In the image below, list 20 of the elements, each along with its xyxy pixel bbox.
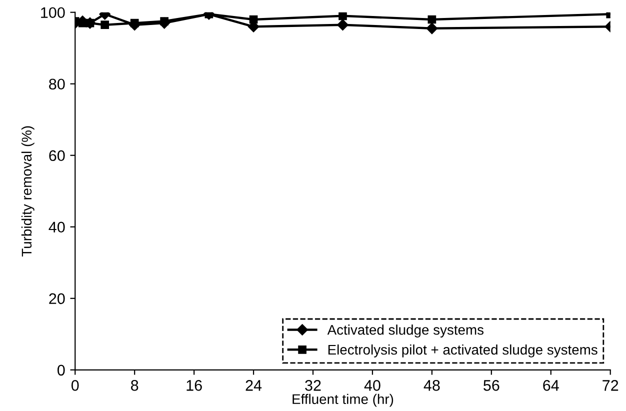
x-tick-label: 48 (424, 380, 440, 391)
legend-label: Activated sludge systems (327, 324, 484, 338)
y-tick-label: 80 (49, 78, 65, 90)
x-tick-label: 32 (305, 380, 321, 391)
x-tick-label: 64 (543, 380, 559, 391)
x-tick-label: 24 (246, 380, 262, 391)
x-axis-title: Effluent time (hr) (292, 394, 394, 407)
x-tick-label: 72 (602, 380, 618, 391)
legend-label: Electrolysis pilot + activated sludge systems (328, 344, 598, 358)
x-tick-label: 40 (364, 380, 380, 391)
x-tick-label: 56 (484, 380, 500, 391)
x-tick-label: 0 (71, 380, 79, 391)
y-tick-label: 100 (41, 7, 65, 18)
y-axis-title: Turbidity removal (%) (21, 126, 34, 257)
y-tick-label: 40 (48, 222, 65, 233)
x-tick-label: 16 (186, 380, 202, 391)
x-tick-label: 8 (131, 380, 138, 391)
y-tick-label: 20 (49, 293, 65, 304)
y-tick-label: 60 (49, 150, 65, 162)
y-tick-label: 0 (58, 364, 65, 376)
